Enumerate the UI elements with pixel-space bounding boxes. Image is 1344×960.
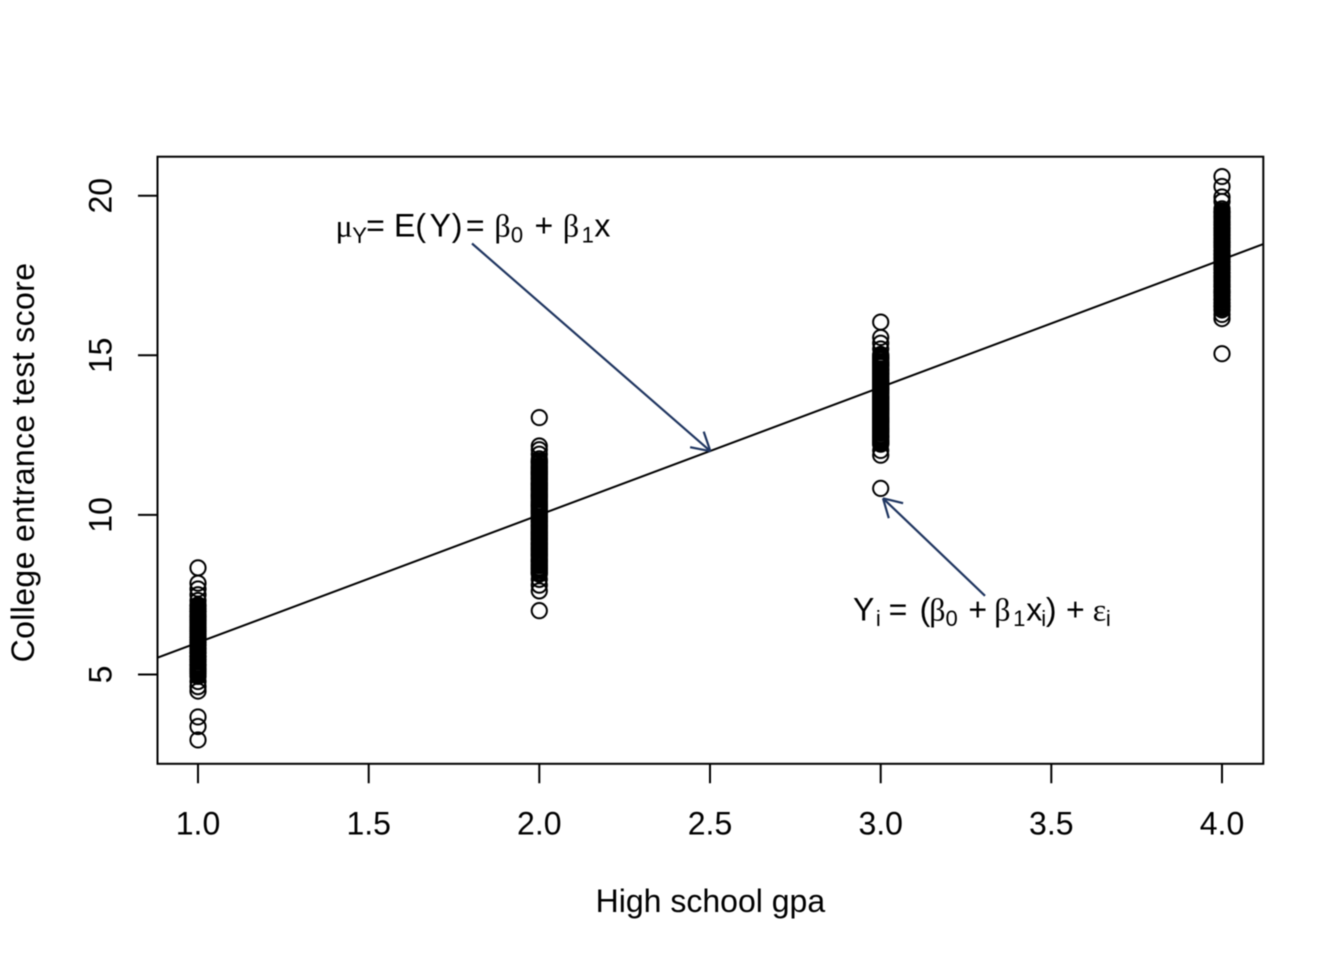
svg-text:2.0: 2.0: [517, 805, 561, 841]
svg-text:College entrance test score: College entrance test score: [5, 263, 41, 663]
svg-text:1.5: 1.5: [346, 805, 390, 841]
svg-text:1.0: 1.0: [176, 805, 220, 841]
svg-text:High school gpa: High school gpa: [596, 883, 826, 919]
svg-text:3.0: 3.0: [858, 805, 902, 841]
svg-text:3.5: 3.5: [1029, 805, 1073, 841]
svg-text:μY=E(Y)=β0+β1x: μY= E(Y) = β0 + β 1x: [336, 207, 611, 248]
svg-text:5: 5: [83, 666, 119, 684]
svg-text:4.0: 4.0: [1200, 805, 1244, 841]
svg-text:15: 15: [83, 338, 119, 374]
svg-text:2.5: 2.5: [688, 805, 732, 841]
svg-text:10: 10: [83, 497, 119, 533]
svg-text:20: 20: [83, 178, 119, 214]
